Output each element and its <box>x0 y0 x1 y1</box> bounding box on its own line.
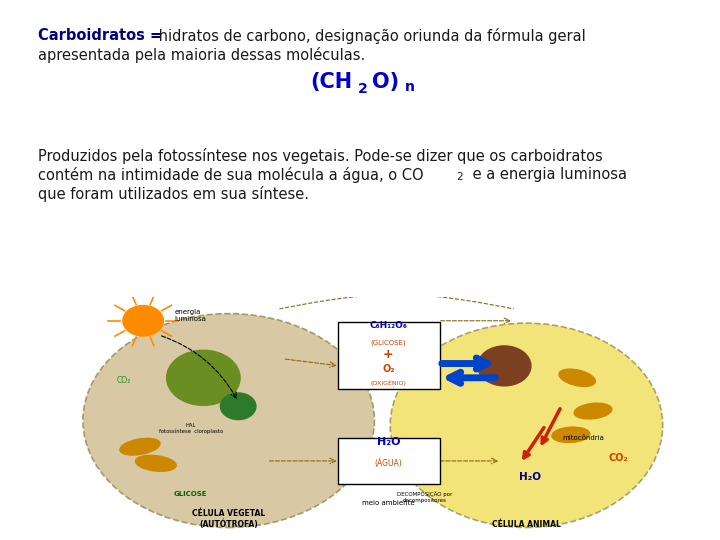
FancyBboxPatch shape <box>338 322 440 389</box>
Text: DECOMPOSIÇÃO por
decompositores: DECOMPOSIÇÃO por decompositores <box>397 492 453 503</box>
Text: H₂O: H₂O <box>518 472 541 482</box>
Text: C₆H₁₂O₆: C₆H₁₂O₆ <box>369 321 408 330</box>
Text: 2: 2 <box>358 82 368 96</box>
FancyBboxPatch shape <box>338 438 440 484</box>
Text: HAL
fotossíntese  cloroplasto: HAL fotossíntese cloroplasto <box>158 423 222 434</box>
Text: CO₂: CO₂ <box>608 453 629 463</box>
Text: H₂O: H₂O <box>377 437 400 447</box>
Text: (OXIGÊNIO): (OXIGÊNIO) <box>370 380 406 386</box>
Ellipse shape <box>552 427 590 442</box>
Text: (ÁGUA): (ÁGUA) <box>374 458 402 468</box>
Text: GLICOSE: GLICOSE <box>174 491 207 497</box>
Text: Carboidratos =: Carboidratos = <box>38 28 162 43</box>
Text: 2: 2 <box>456 172 463 182</box>
Text: CÉLULA ANIMAL: CÉLULA ANIMAL <box>492 521 561 530</box>
Text: O₂: O₂ <box>382 364 395 374</box>
Text: (CH: (CH <box>310 72 352 92</box>
Ellipse shape <box>120 438 160 455</box>
Text: CO₂: CO₂ <box>117 375 131 384</box>
Text: hidratos de carbono, designação oriunda da fórmula geral: hidratos de carbono, designação oriunda … <box>154 28 586 44</box>
Ellipse shape <box>559 369 595 387</box>
Text: mitocôndria: mitocôndria <box>562 435 604 441</box>
Text: (GLICOSE): (GLICOSE) <box>371 340 406 346</box>
Text: O): O) <box>372 72 399 92</box>
Circle shape <box>477 346 531 386</box>
Ellipse shape <box>83 314 374 528</box>
Text: e a energia luminosa: e a energia luminosa <box>468 167 627 182</box>
Circle shape <box>220 393 256 420</box>
Text: +: + <box>383 348 394 361</box>
Ellipse shape <box>390 323 662 528</box>
Text: Produzidos pela fotossíntese nos vegetais. Pode-se dizer que os carboidratos: Produzidos pela fotossíntese nos vegetai… <box>38 148 603 164</box>
Circle shape <box>166 350 240 406</box>
Text: n: n <box>405 80 415 94</box>
Ellipse shape <box>135 455 176 471</box>
Text: contém na intimidade de sua molécula a água, o CO: contém na intimidade de sua molécula a á… <box>38 167 423 183</box>
Text: energia
luminosa: energia luminosa <box>175 309 207 322</box>
Text: meio ambiente: meio ambiente <box>362 500 415 506</box>
Text: que foram utilizados em sua síntese.: que foram utilizados em sua síntese. <box>38 186 309 202</box>
Text: CÉLULA VEGETAL
(AUTÓTROFA): CÉLULA VEGETAL (AUTÓTROFA) <box>192 509 265 530</box>
Circle shape <box>123 306 163 336</box>
Ellipse shape <box>574 403 612 419</box>
Text: apresentada pela maioria dessas moléculas.: apresentada pela maioria dessas molécula… <box>38 47 365 63</box>
